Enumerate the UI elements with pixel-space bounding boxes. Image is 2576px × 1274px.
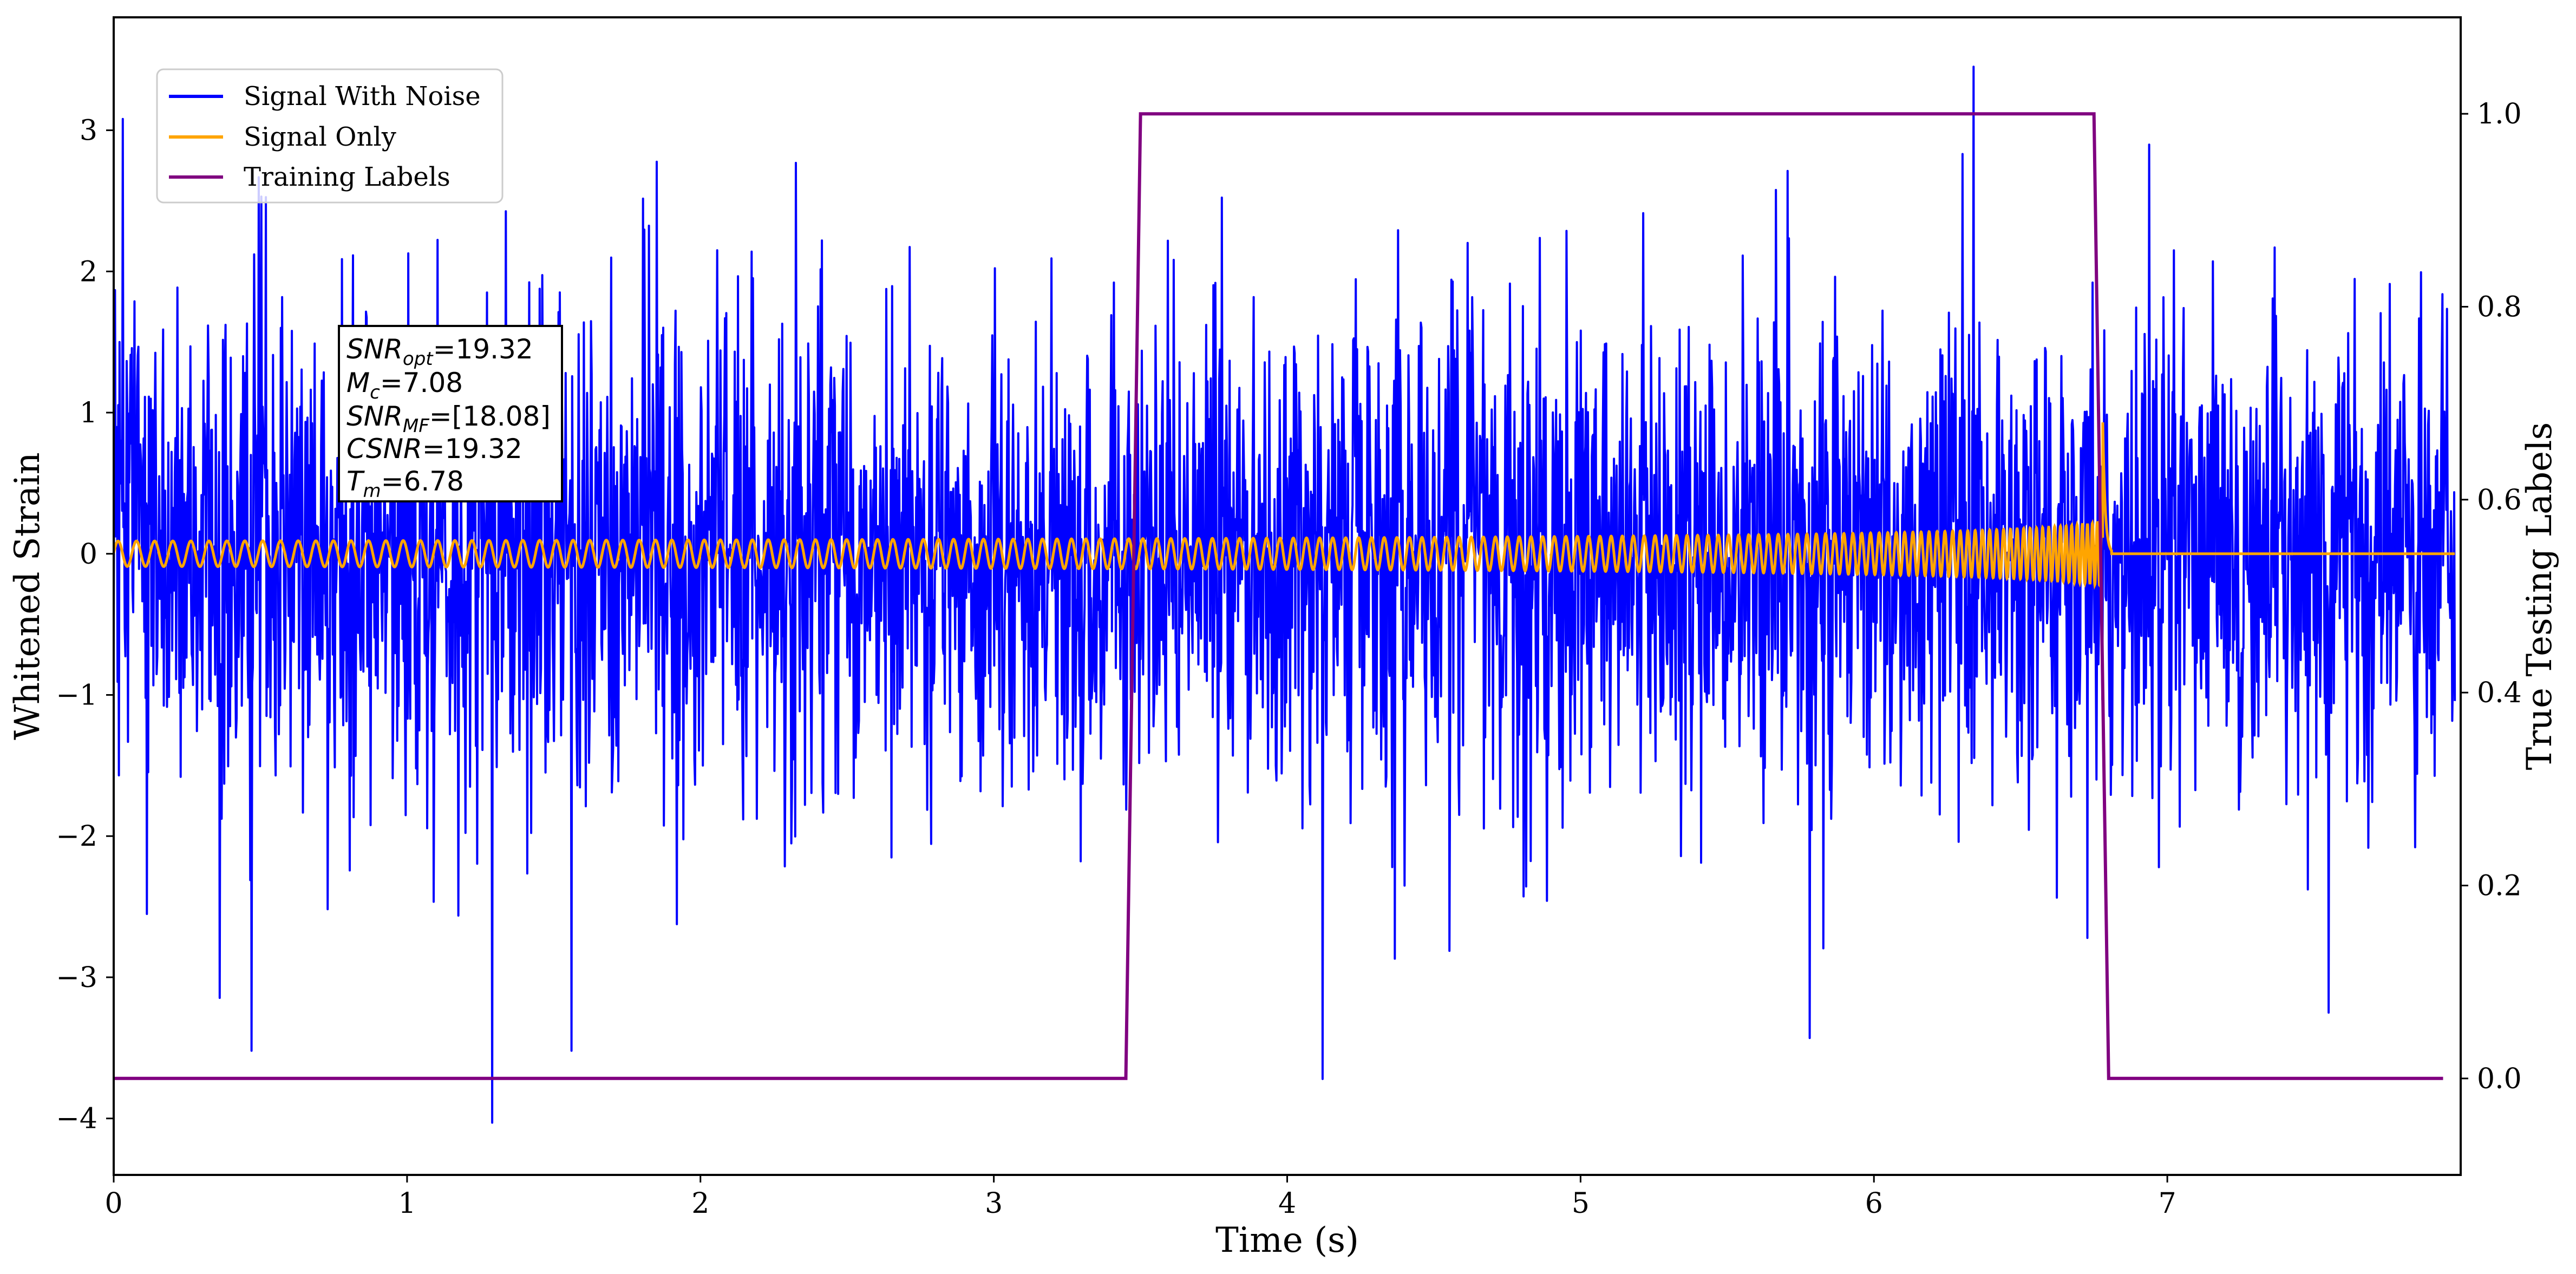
y-tick-label: 1 — [80, 397, 97, 429]
x-tick-label: 6 — [1865, 1187, 1883, 1220]
y2-tick-label: 0.6 — [2477, 484, 2522, 517]
x-axis-label: Time (s) — [1215, 1220, 1359, 1260]
series-line-training-labels — [114, 112, 2443, 1080]
annotation-frame — [338, 325, 563, 502]
y2-axis-label: True Testing Labels — [2520, 422, 2560, 770]
snr-annotation-box: SNRopt=19.32 Mc=7.08 SNRMF=[18.08] CSNR=… — [338, 325, 563, 502]
legend: Signal With Noise Signal Only Training L… — [156, 68, 504, 204]
y2-tick-label: 0.4 — [2477, 677, 2522, 709]
x-tick-label: 5 — [1572, 1187, 1590, 1220]
series-line-signal-only — [114, 422, 2455, 590]
annotation-line-snr-mf: SNRMF=[18.08] — [346, 401, 551, 437]
x-tick-label: 3 — [985, 1187, 1003, 1220]
x-tick-label: 7 — [2159, 1187, 2176, 1220]
annotation-line-csnr: CSNR=19.32 — [346, 433, 522, 465]
y2-tick-label: 0.0 — [2477, 1063, 2522, 1095]
annotation-line-merger-time: Tm=6.78 — [346, 466, 464, 502]
y2-tick-label: 0.8 — [2477, 291, 2522, 324]
plot-frame — [113, 16, 2462, 1176]
x-tick-label: 4 — [1278, 1187, 1296, 1220]
x-tick-label: 0 — [104, 1187, 122, 1220]
legend-label-signal-with-noise: Signal With Noise — [244, 81, 481, 112]
annotation-line-chirp-mass: Mc=7.08 — [346, 367, 463, 403]
legend-label-training-labels: Training Labels — [244, 162, 450, 192]
legend-label-signal-only: Signal Only — [244, 122, 396, 152]
y-tick-label: 2 — [80, 256, 97, 288]
y-axis-label: Whitened Strain — [8, 452, 48, 740]
x-tick-label: 1 — [398, 1187, 416, 1220]
annotation-line-snr-opt: SNRopt=19.32 — [346, 334, 533, 370]
y-tick-label: −4 — [56, 1103, 97, 1135]
y-tick-label: −3 — [56, 962, 97, 994]
y2-tick-label: 1.0 — [2477, 98, 2522, 130]
axis-ticks: 0 1 2 3 4 5 6 7 −4 −3 −2 −1 0 1 2 3 0.0 0.2 0.4 0.6 0.8 1.0 — [56, 98, 2521, 1220]
x-tick-label: 2 — [691, 1187, 709, 1220]
y2-tick-label: 0.2 — [2477, 870, 2522, 903]
y-tick-label: 3 — [80, 115, 97, 147]
y-tick-label: 0 — [80, 538, 97, 571]
legend-box — [156, 68, 504, 204]
y-tick-label: −1 — [56, 680, 97, 712]
y-tick-label: −2 — [56, 820, 97, 853]
